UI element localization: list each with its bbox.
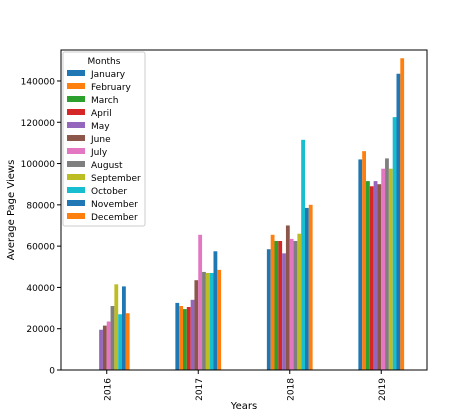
bar-august-2018	[293, 240, 298, 370]
legend-swatch-march	[67, 96, 85, 102]
bar-december-2016	[125, 313, 130, 370]
legend-swatch-june	[67, 135, 85, 141]
legend-label-october: October	[91, 187, 127, 197]
legend-swatch-november	[67, 200, 85, 206]
bar-october-2017	[209, 272, 214, 370]
bar-november-2018	[305, 207, 309, 370]
bar-march-2019	[366, 181, 370, 370]
legend-label-september: September	[91, 174, 141, 184]
bar-august-2019	[385, 158, 389, 370]
x-tick-label-2019: 2019	[378, 378, 388, 401]
legend-box	[62, 51, 146, 227]
bar-february-2018	[270, 234, 275, 370]
bar-june-2018	[285, 225, 290, 370]
bar-june-2019	[377, 184, 382, 370]
x-axis-label: Years	[230, 401, 257, 412]
bar-january-2017	[175, 302, 180, 370]
legend-label-january: January	[90, 70, 126, 80]
bar-may-2016	[99, 329, 103, 370]
legend-swatch-april	[67, 109, 85, 115]
legend-label-march: March	[91, 96, 118, 106]
bar-december-2018	[308, 204, 313, 370]
legend-label-may: May	[91, 122, 110, 132]
legend-label-december: December	[91, 213, 138, 223]
bar-july-2016	[106, 321, 111, 370]
bar-february-2017	[179, 306, 183, 370]
bar-january-2019	[358, 159, 363, 370]
bar-november-2016	[122, 286, 126, 370]
legend-swatch-february	[67, 83, 85, 89]
bar-december-2019	[400, 58, 405, 370]
bar-december-2017	[217, 269, 222, 370]
legend-swatch-december	[67, 213, 85, 219]
bar-february-2019	[362, 151, 366, 370]
bar-september-2016	[114, 284, 119, 370]
y-tick-label: 140000	[21, 77, 56, 87]
legend-label-february: February	[91, 83, 132, 93]
legend-swatch-september	[67, 174, 85, 180]
legend-label-april: April	[91, 109, 112, 119]
bar-october-2019	[392, 117, 397, 370]
legend-swatch-may	[67, 122, 85, 128]
y-tick-label: 20000	[26, 325, 55, 335]
legend-label-june: June	[90, 135, 111, 145]
bar-july-2017	[198, 234, 203, 370]
legend-swatch-august	[67, 161, 85, 167]
bar-march-2017	[183, 309, 187, 370]
bar-november-2019	[396, 73, 401, 371]
bar-june-2017	[194, 280, 199, 370]
y-tick-label: 40000	[26, 284, 55, 294]
bar-november-2017	[213, 251, 218, 370]
x-axis: 2016 2017 2018 2019	[103, 370, 388, 401]
plot-frame	[60, 49, 428, 371]
bar-september-2017	[205, 272, 210, 370]
bar-september-2019	[388, 168, 393, 370]
bar-september-2018	[297, 233, 302, 370]
bar-october-2016	[118, 314, 122, 370]
bar-january-2018	[266, 249, 271, 370]
legend-label-july: July	[90, 148, 108, 158]
bar-august-2016	[110, 306, 115, 370]
y-tick-label: 100000	[21, 160, 56, 170]
y-axis-label: Average Page Views	[6, 160, 17, 261]
legend-swatch-july	[67, 148, 85, 154]
bar-may-2018	[282, 253, 286, 370]
y-axis: 0 20000 40000 60000 80000 100000 120000 140000	[21, 77, 61, 377]
y-tick-label: 0	[49, 367, 55, 377]
bar-april-2019	[369, 186, 374, 370]
legend-swatch-october	[67, 187, 85, 193]
bar-april-2018	[278, 240, 283, 370]
bar-may-2017	[190, 299, 195, 370]
y-tick-label: 60000	[26, 243, 55, 253]
bar-october-2018	[301, 139, 305, 370]
legend-label-august: August	[91, 161, 123, 171]
bar-may-2019	[373, 181, 378, 370]
legend-label-november: November	[91, 200, 138, 210]
bar-march-2018	[274, 240, 279, 370]
bar-july-2018	[289, 238, 294, 370]
bar-july-2019	[381, 168, 386, 370]
x-tick-label-2016: 2016	[103, 378, 113, 401]
legend: Months JanuaryFebruaryMarchAprilMayJuneJ…	[62, 51, 146, 227]
x-tick-label-2018: 2018	[286, 378, 296, 401]
bars-layer	[99, 58, 405, 371]
legend-title: Months	[88, 57, 121, 67]
y-tick-label: 120000	[21, 119, 56, 129]
legend-swatch-january	[67, 70, 85, 76]
x-tick-label-2017: 2017	[195, 378, 205, 401]
legend-items: January February March April May June July Augu…	[67, 70, 141, 223]
bar-august-2017	[202, 271, 206, 370]
bar-april-2017	[186, 307, 191, 370]
bar-june-2016	[102, 325, 107, 370]
y-tick-label: 80000	[26, 201, 55, 211]
